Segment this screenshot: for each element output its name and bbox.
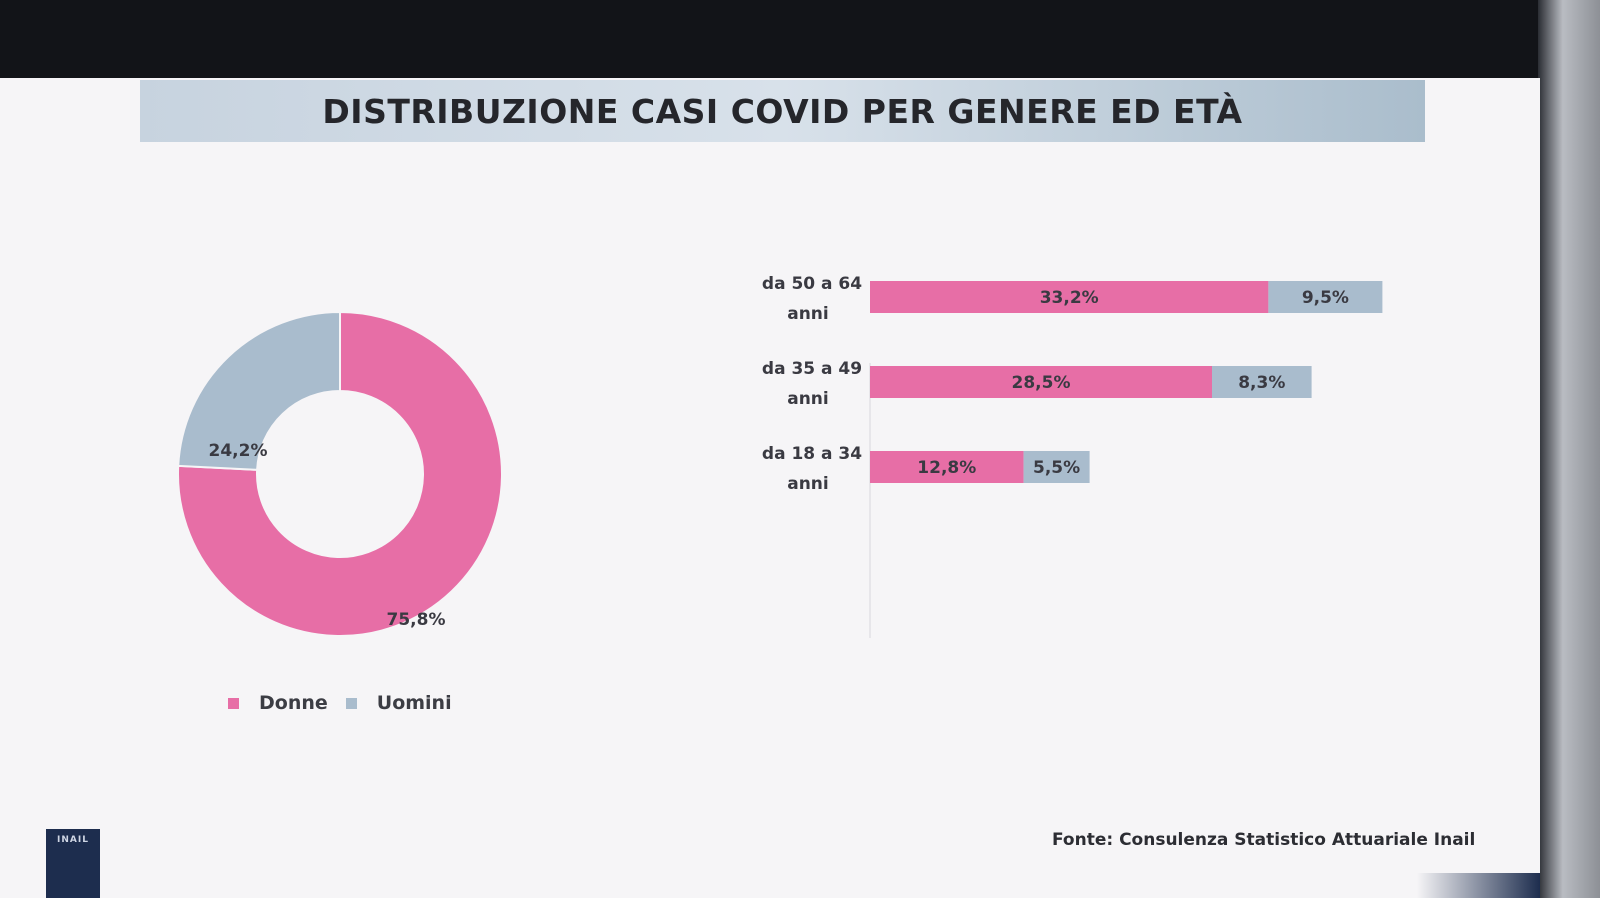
donut-slice-donne xyxy=(177,310,503,637)
bar-label-donne-2: 28,5% xyxy=(1012,373,1071,393)
legend-swatch-donne xyxy=(228,697,239,709)
bar-label-uomini-3: 5,5% xyxy=(1033,458,1080,478)
category-label-line1: da 18 a 34 xyxy=(762,444,862,464)
donut-chart: 75,8% 24,2% xyxy=(170,304,510,644)
legend-label-uomini: Uomini xyxy=(376,692,452,714)
legend-swatch-uomini xyxy=(345,697,357,709)
source-note: Fonte: Consulenza Statistico Attuariale … xyxy=(1052,830,1476,850)
bar-label-donne-3: 12,8% xyxy=(917,458,976,478)
chart-legend: Donne Uomini xyxy=(228,692,470,714)
footer-strip xyxy=(0,873,1540,898)
monitor-bezel-top xyxy=(0,0,1600,78)
category-label-line1: da 50 a 64 xyxy=(762,274,862,294)
inail-logo: INAIL xyxy=(46,829,100,898)
bar-donne-2 xyxy=(870,366,1212,398)
category-label-line1: da 35 a 49 xyxy=(762,359,862,379)
donut-label-donne: 75,8% xyxy=(387,610,446,630)
legend-label-donne: Donne xyxy=(259,692,328,714)
category-label-line2: anni xyxy=(787,474,829,494)
age-bar-chart: oltre i 64anni1,3%0,9%da 50 a 64anni33,2… xyxy=(762,274,1383,638)
slide: DISTRIBUZIONE CASI COVID PER GENERE ED E… xyxy=(0,78,1540,898)
bar-donne-3 xyxy=(870,451,1024,483)
category-label-line2: anni xyxy=(787,304,829,324)
slide-title: DISTRIBUZIONE CASI COVID PER GENERE ED E… xyxy=(322,91,1243,131)
legend-item-donne: Donne xyxy=(228,692,328,714)
donut-slice-uomini xyxy=(177,310,341,471)
bar-uomini-3 xyxy=(1023,451,1090,483)
donut-chart-svg: 75,8% 24,2% xyxy=(177,310,503,637)
bar-uomini-2 xyxy=(1212,366,1312,398)
category-label-line2: anni xyxy=(787,389,829,409)
bar-label-uomini-2: 8,3% xyxy=(1238,373,1285,393)
title-bar: DISTRIBUZIONE CASI COVID PER GENERE ED E… xyxy=(140,80,1425,142)
bar-uomini-1 xyxy=(1268,281,1383,313)
bar-label-uomini-1: 9,5% xyxy=(1302,288,1349,308)
bar-label-donne-1: 33,2% xyxy=(1040,288,1099,308)
donut-label-uomini: 24,2% xyxy=(209,441,268,461)
monitor-bezel-right xyxy=(1538,0,1600,898)
legend-item-uomini: Uomini xyxy=(345,692,452,714)
bar-donne-1 xyxy=(870,281,1269,313)
